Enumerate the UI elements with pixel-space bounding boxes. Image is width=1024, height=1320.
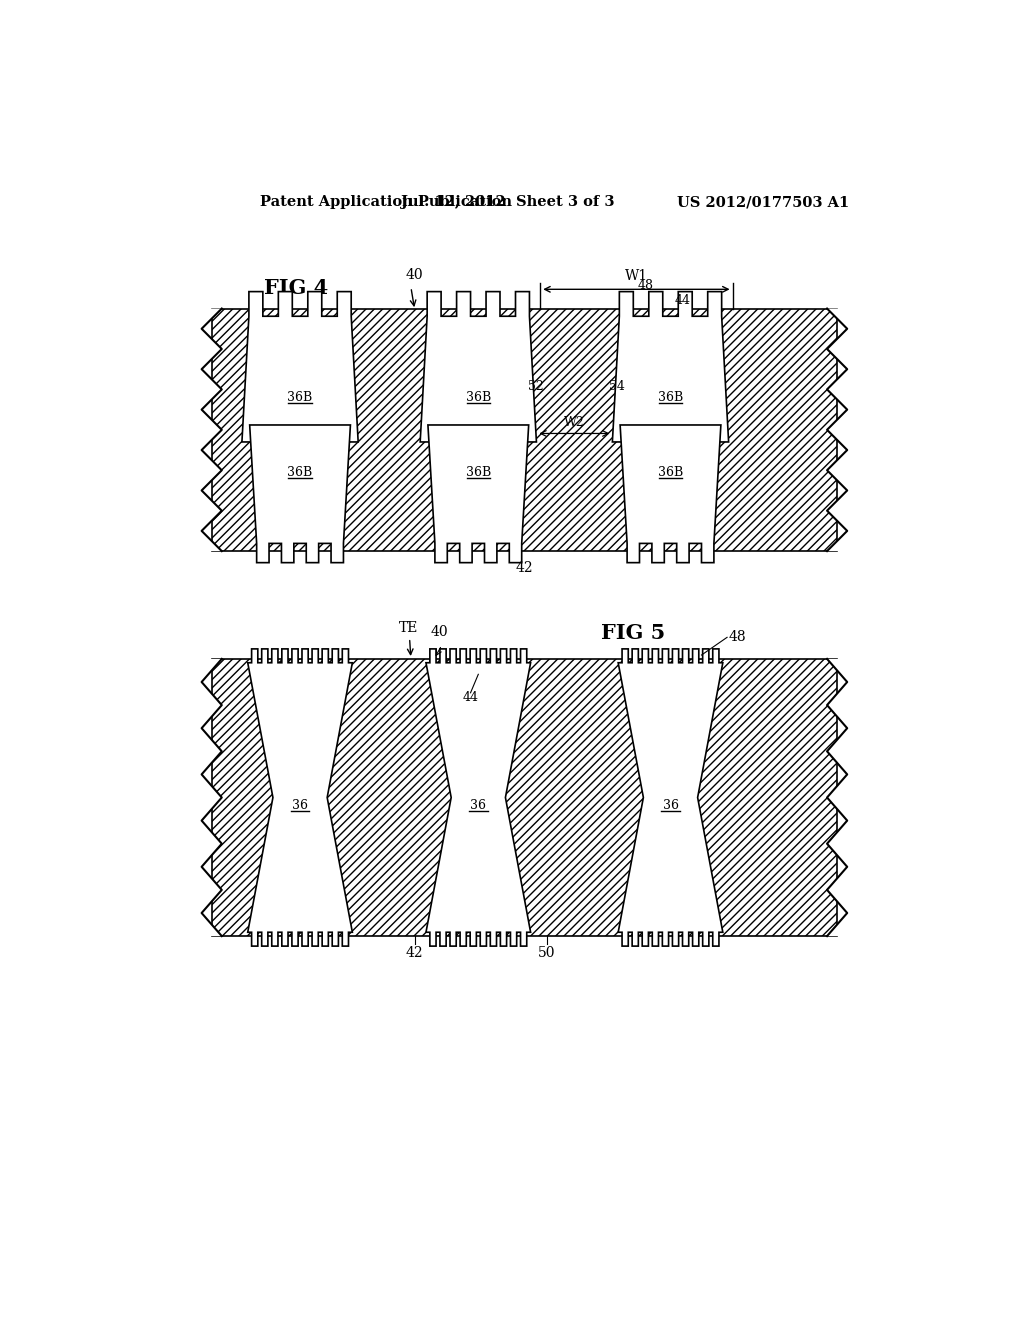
Text: 48: 48 <box>638 279 653 292</box>
Text: US 2012/0177503 A1: US 2012/0177503 A1 <box>677 195 850 210</box>
Polygon shape <box>248 649 352 946</box>
Text: 42: 42 <box>406 946 424 960</box>
Polygon shape <box>197 309 222 552</box>
Polygon shape <box>242 292 358 442</box>
Polygon shape <box>250 425 350 562</box>
Polygon shape <box>420 292 537 442</box>
Polygon shape <box>428 425 528 562</box>
Text: 36: 36 <box>470 799 486 812</box>
Text: 44: 44 <box>463 690 478 704</box>
Text: 42: 42 <box>516 561 534 576</box>
Text: 36B: 36B <box>466 392 490 404</box>
Polygon shape <box>197 659 222 936</box>
Polygon shape <box>618 649 723 946</box>
Text: FIG 4: FIG 4 <box>263 277 328 298</box>
Text: 40: 40 <box>430 624 447 639</box>
Text: W1: W1 <box>625 269 648 284</box>
Bar <box>212 309 838 552</box>
Text: 36B: 36B <box>657 466 683 479</box>
Text: 36: 36 <box>292 799 308 812</box>
Text: 36B: 36B <box>466 466 490 479</box>
Bar <box>212 659 838 936</box>
Text: 54: 54 <box>608 380 625 393</box>
Text: 36B: 36B <box>288 392 312 404</box>
Polygon shape <box>621 425 721 562</box>
Text: 44: 44 <box>675 294 690 308</box>
Text: 36: 36 <box>663 799 679 812</box>
Text: 50: 50 <box>538 946 555 960</box>
Text: TE: TE <box>399 620 419 655</box>
Text: 52: 52 <box>528 380 544 393</box>
Text: 40: 40 <box>406 268 424 281</box>
Polygon shape <box>612 292 729 442</box>
Text: 48: 48 <box>729 631 746 644</box>
Text: W2: W2 <box>564 416 585 429</box>
Text: FIG 5: FIG 5 <box>601 623 665 643</box>
Text: Jul. 12, 2012  Sheet 3 of 3: Jul. 12, 2012 Sheet 3 of 3 <box>401 195 614 210</box>
Polygon shape <box>827 309 853 552</box>
Text: 36B: 36B <box>657 392 683 404</box>
Polygon shape <box>827 659 853 936</box>
Text: Patent Application Publication: Patent Application Publication <box>260 195 512 210</box>
Text: 36B: 36B <box>288 466 312 479</box>
Polygon shape <box>426 649 530 946</box>
